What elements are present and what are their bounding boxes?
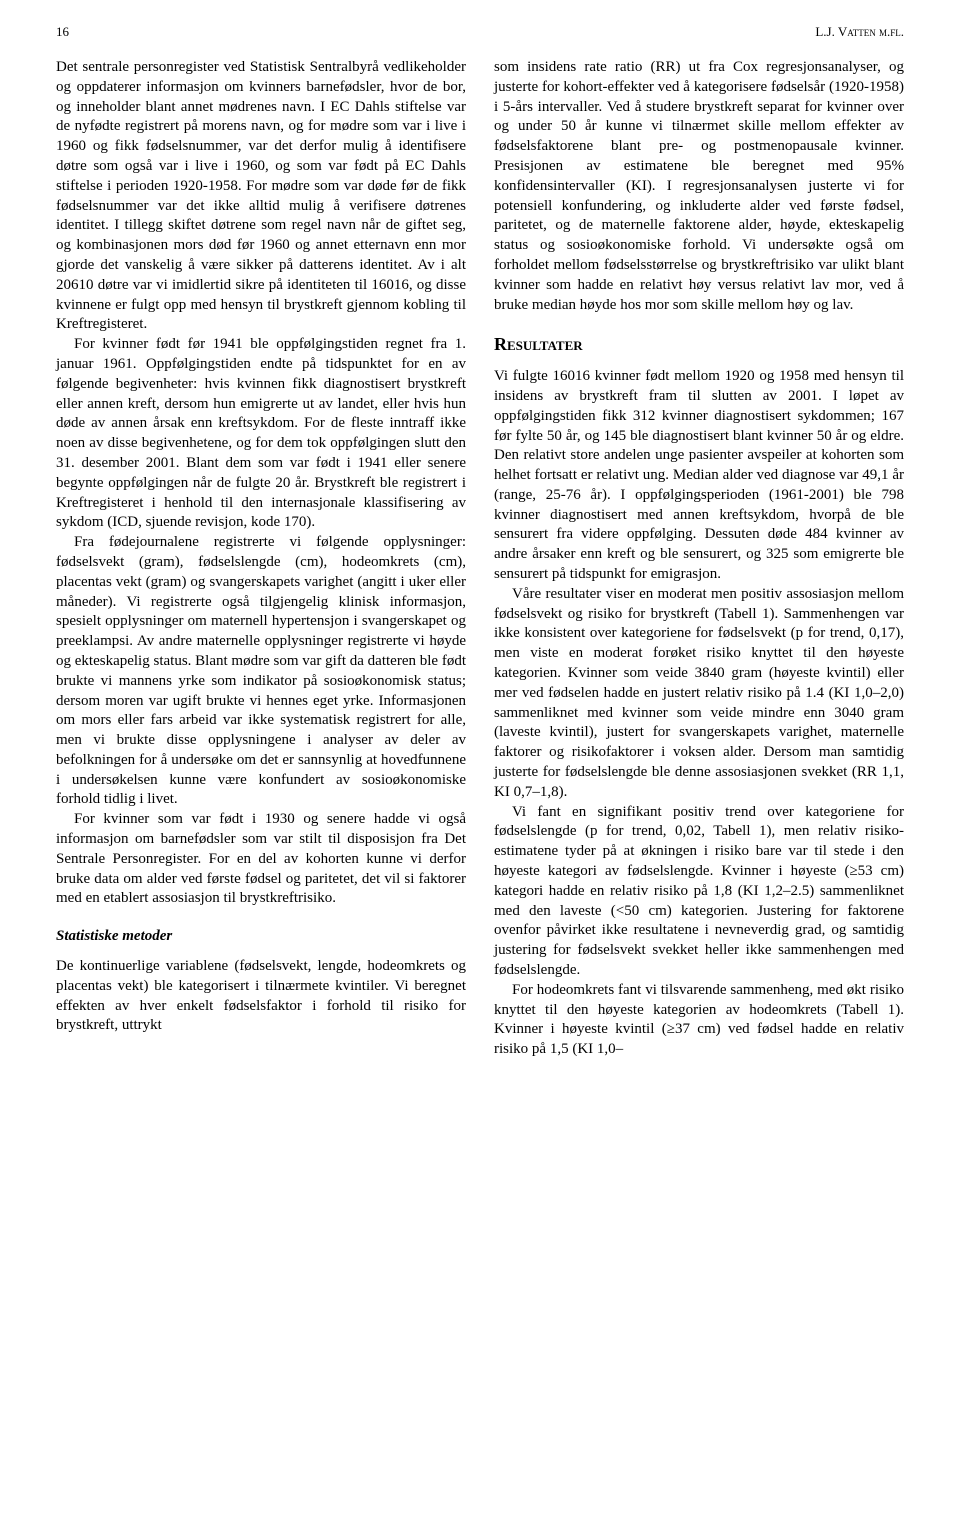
body-paragraph: Det sentrale personregister ved Statisti…	[56, 58, 466, 335]
body-paragraph: Våre resultater viser en moderat men pos…	[494, 585, 904, 803]
running-header: 16 L.J. Vatten m.fl.	[56, 24, 904, 40]
body-paragraph: For hodeomkrets fant vi tilsvarende samm…	[494, 981, 904, 1060]
body-paragraph: For kvinner som var født i 1930 og sener…	[56, 810, 466, 909]
body-paragraph: som insidens rate ratio (RR) ut fra Cox …	[494, 58, 904, 315]
article-columns: Det sentrale personregister ved Statisti…	[56, 58, 904, 1060]
body-paragraph: For kvinner født før 1941 ble oppfølging…	[56, 335, 466, 533]
left-column: Det sentrale personregister ved Statisti…	[56, 58, 466, 1060]
body-paragraph: Vi fant en signifikant positiv trend ove…	[494, 803, 904, 981]
right-column: som insidens rate ratio (RR) ut fra Cox …	[494, 58, 904, 1060]
body-paragraph: Vi fulgte 16016 kvinner født mellom 1920…	[494, 367, 904, 585]
body-paragraph: Fra fødejournalene registrerte vi følgen…	[56, 533, 466, 810]
section-heading: Resultater	[494, 333, 904, 357]
page-number: 16	[56, 24, 69, 40]
running-author: L.J. Vatten m.fl.	[815, 24, 904, 40]
subsection-heading: Statistiske metoder	[56, 927, 466, 947]
body-paragraph: De kontinuerlige variablene (fødselsvekt…	[56, 957, 466, 1036]
